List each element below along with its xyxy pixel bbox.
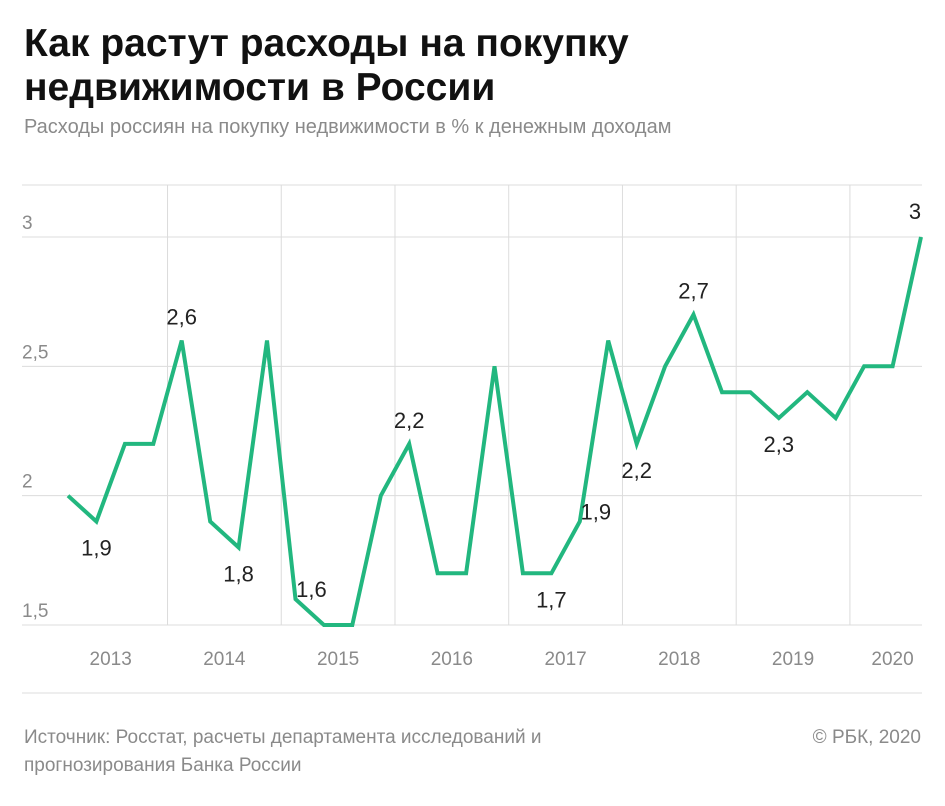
data-point [350,623,354,627]
data-point [94,520,98,524]
data-label: 1,9 [81,536,112,561]
data-label: 1,6 [296,577,327,602]
data-point [692,313,696,317]
data-series-line [66,236,923,627]
data-point [635,442,639,446]
x-tick-label: 2018 [658,649,700,670]
data-point [123,442,127,446]
data-point [919,235,923,239]
data-point [237,545,241,549]
data-point [805,390,809,394]
data-label: 2,2 [621,458,652,483]
data-point [407,442,411,446]
y-tick-label: 1,5 [22,601,48,622]
data-point [208,520,212,524]
data-point [748,390,752,394]
data-point [891,364,895,368]
data-point [436,571,440,575]
data-point [322,623,326,627]
data-label: 1,7 [536,587,567,612]
data-point [379,494,383,498]
x-tick-label: 2017 [544,649,586,670]
source-note: Источник: Росстат, расчеты департамента … [24,727,542,776]
data-point [549,571,553,575]
data-label: 3 [909,199,921,224]
data-point [66,494,70,498]
data-point [521,571,525,575]
data-point [862,364,866,368]
data-point [493,364,497,368]
x-tick-label: 2013 [90,649,132,670]
data-label: 1,9 [581,500,612,525]
y-tick-label: 3 [22,213,33,234]
data-point [464,571,468,575]
data-point [834,416,838,420]
data-label: 2,3 [764,432,795,457]
x-tick-label: 2020 [871,649,913,670]
copyright: © РБК, 2020 [812,727,921,748]
x-tick-label: 2015 [317,649,359,670]
y-tick-label: 2,5 [22,342,48,363]
data-point [777,416,781,420]
data-point [720,390,724,394]
chart-title: Как растут расходы на покупку недвижимос… [24,22,629,109]
y-tick-label: 2 [22,472,33,493]
x-tick-label: 2016 [431,649,473,670]
data-point [663,364,667,368]
data-label: 2,7 [678,279,709,304]
data-point [180,338,184,342]
data-label: 1,8 [223,561,254,586]
data-label: 2,2 [394,408,425,433]
data-label: 2,6 [166,304,197,329]
chart-subtitle: Расходы россиян на покупку недвижимости … [24,116,672,138]
data-point [265,338,269,342]
x-tick-label: 2019 [772,649,814,670]
data-point [151,442,155,446]
data-point [606,338,610,342]
x-tick-label: 2014 [203,649,246,670]
